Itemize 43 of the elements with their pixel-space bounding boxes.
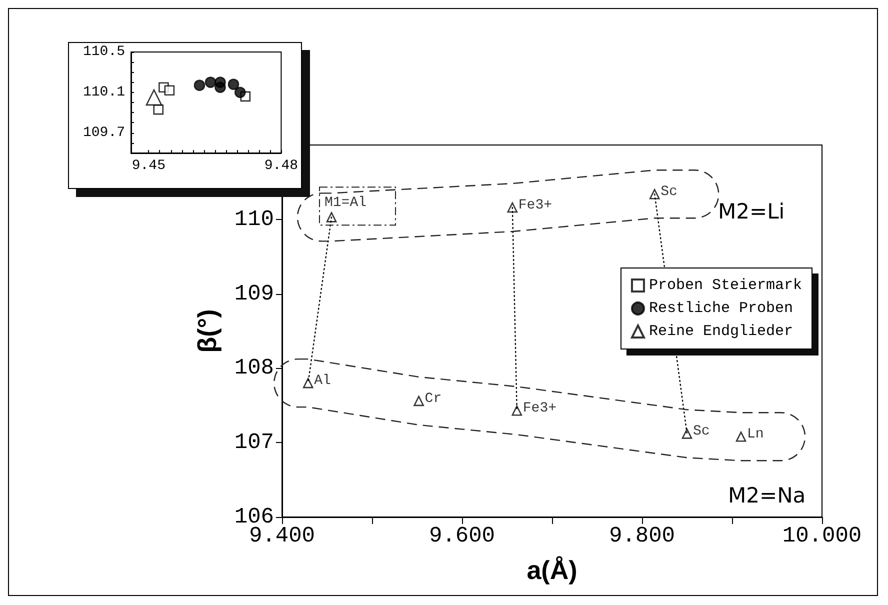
x-tick-label: 9.800 bbox=[608, 524, 676, 548]
annotation: M2=Na bbox=[728, 484, 806, 508]
y-tick-label: 110 bbox=[234, 206, 274, 232]
x-tick-label: 9.600 bbox=[428, 524, 496, 548]
x-axis-title: a(Å) bbox=[526, 555, 578, 585]
y-tick-label: 108 bbox=[234, 356, 274, 381]
annotation: Fe3+ bbox=[522, 400, 557, 417]
annotation: M1=Al bbox=[324, 195, 367, 212]
point bbox=[146, 89, 162, 106]
annotation: Sc bbox=[693, 424, 710, 440]
point bbox=[194, 80, 206, 91]
x-tick-label: 9.48 bbox=[264, 158, 298, 174]
point bbox=[326, 212, 337, 222]
point bbox=[302, 378, 314, 388]
y-tick-label: 110.1 bbox=[82, 84, 125, 100]
x-tick-label: 10.000 bbox=[782, 524, 862, 548]
point bbox=[214, 82, 226, 93]
point bbox=[507, 202, 518, 213]
y-tick-label: 109.7 bbox=[82, 124, 125, 141]
legend-label: Restliche Proben bbox=[648, 300, 794, 317]
point bbox=[153, 104, 164, 115]
annotation: Fe3+ bbox=[518, 197, 552, 214]
point bbox=[228, 78, 240, 90]
annotation: M2=Li bbox=[718, 200, 785, 224]
y-axis-title: β(°) bbox=[192, 309, 222, 353]
y-tick-label: 109 bbox=[234, 281, 274, 306]
legend-label: Reine Endglieder bbox=[648, 323, 794, 340]
annotation: Sc bbox=[660, 184, 678, 200]
x-tick-label: 9.45 bbox=[132, 158, 166, 174]
point bbox=[414, 396, 424, 406]
point bbox=[512, 405, 522, 416]
y-tick-label: 110.5 bbox=[82, 44, 125, 60]
point bbox=[682, 428, 692, 439]
point bbox=[204, 76, 216, 88]
annotation: Cr bbox=[424, 390, 442, 407]
point bbox=[736, 432, 746, 442]
annotation: Ln bbox=[747, 426, 764, 443]
point bbox=[164, 85, 175, 96]
annotation: Al bbox=[314, 373, 331, 390]
point bbox=[234, 86, 246, 98]
legend-label: Proben Steiermark bbox=[648, 277, 802, 294]
y-tick-label: 107 bbox=[234, 430, 274, 456]
point bbox=[649, 188, 660, 200]
